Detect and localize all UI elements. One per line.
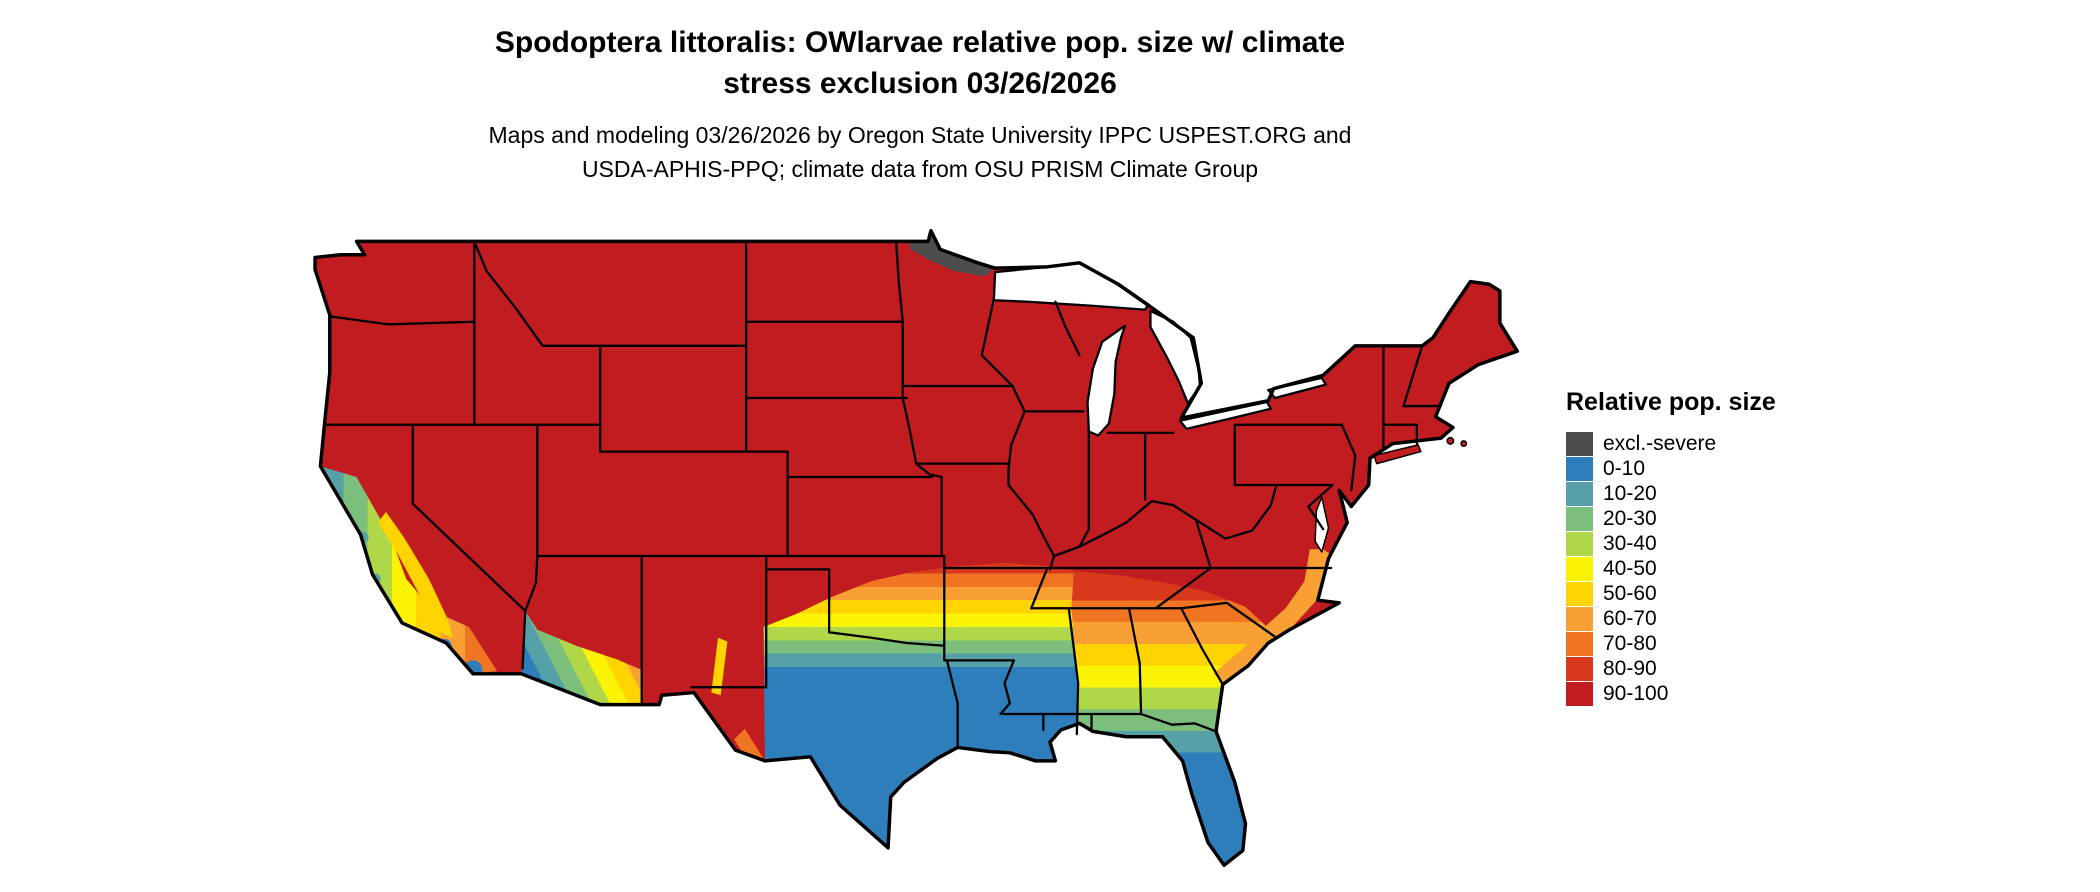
legend-swatch [1566,556,1593,581]
state-borders [323,240,1443,749]
long-island [1373,444,1422,465]
legend-item: 20-30 [1566,506,1946,531]
islands [1373,436,1468,465]
legend-swatch [1566,606,1593,631]
legend-title: Relative pop. size [1566,388,1776,416]
map-title-line2: stress exclusion 03/26/2026 [723,67,1117,100]
legend-item-label: 60-70 [1603,607,1657,630]
legend-item-label: 70-80 [1603,632,1657,655]
map-title-line1: Spodoptera littoralis: OWlarvae relative… [494,26,1346,59]
lake-michigan [1086,324,1127,437]
legend-item: 70-80 [1566,631,1946,656]
island-speck-1 [1446,436,1455,445]
region-central-valley [377,511,453,638]
legend-swatch [1566,456,1593,481]
legend-swatch [1566,531,1593,556]
legend-rows: excl.-severe 0-10 10-20 20-30 30-40 40-5… [1566,431,1946,706]
legend-swatch [1566,656,1593,681]
region-arizona-southwest [521,610,642,705]
page-subtitle: Maps and modeling 03/26/2026 by Oregon S… [0,118,1840,186]
legend-item-label: 50-60 [1603,582,1657,605]
legend-item: excl.-severe [1566,431,1946,456]
map-subtitle-line1: Maps and modeling 03/26/2026 by Oregon S… [488,122,1352,148]
legend-swatch [1566,581,1593,606]
page-title: Spodoptera littoralis: OWlarvae relative… [0,22,1840,104]
legend-item-label: 10-20 [1603,482,1657,505]
state-borders-west [323,240,1333,749]
region-new-mexico-valley [711,637,728,696]
legend-item: 30-40 [1566,531,1946,556]
island-speck-2 [1460,440,1468,447]
legend-item-label: excl.-severe [1603,432,1717,455]
legend-item: 80-90 [1566,656,1946,681]
legend-item-label: 0-10 [1603,457,1646,480]
legend-item-label: 20-30 [1603,507,1657,530]
legend-item-label: 80-90 [1603,657,1657,680]
legend-swatch [1566,506,1593,531]
legend-item-label: 40-50 [1603,557,1657,580]
legend-swatch [1566,681,1593,706]
legend-item: 40-50 [1566,556,1946,581]
legend-item: 50-60 [1566,581,1946,606]
region-california-coast [320,466,498,674]
map-subtitle-line2: USDA-APHIS-PPQ; climate data from OSU PR… [581,156,1259,182]
legend-swatch [1566,431,1593,456]
us-choropleth-map [313,228,1520,867]
legend-item-label: 30-40 [1603,532,1657,555]
map-legend: Relative pop. size excl.-severe 0-10 10-… [1566,388,1946,706]
region-carolina-coast [1213,549,1332,685]
region-excluded-severe [908,230,996,277]
legend-item: 10-20 [1566,481,1946,506]
legend-item-label: 90-100 [1603,682,1669,705]
region-southeast-gradient [1071,570,1277,866]
legend-item: 0-10 [1566,456,1946,481]
region-san-diego-lowpop [463,660,483,680]
legend-swatch [1566,481,1593,506]
legend-item: 60-70 [1566,606,1946,631]
state-borders-east [980,297,1443,736]
chesapeake-bay [1314,496,1330,553]
legend-swatch [1566,631,1593,656]
legend-item: 90-100 [1566,681,1946,706]
